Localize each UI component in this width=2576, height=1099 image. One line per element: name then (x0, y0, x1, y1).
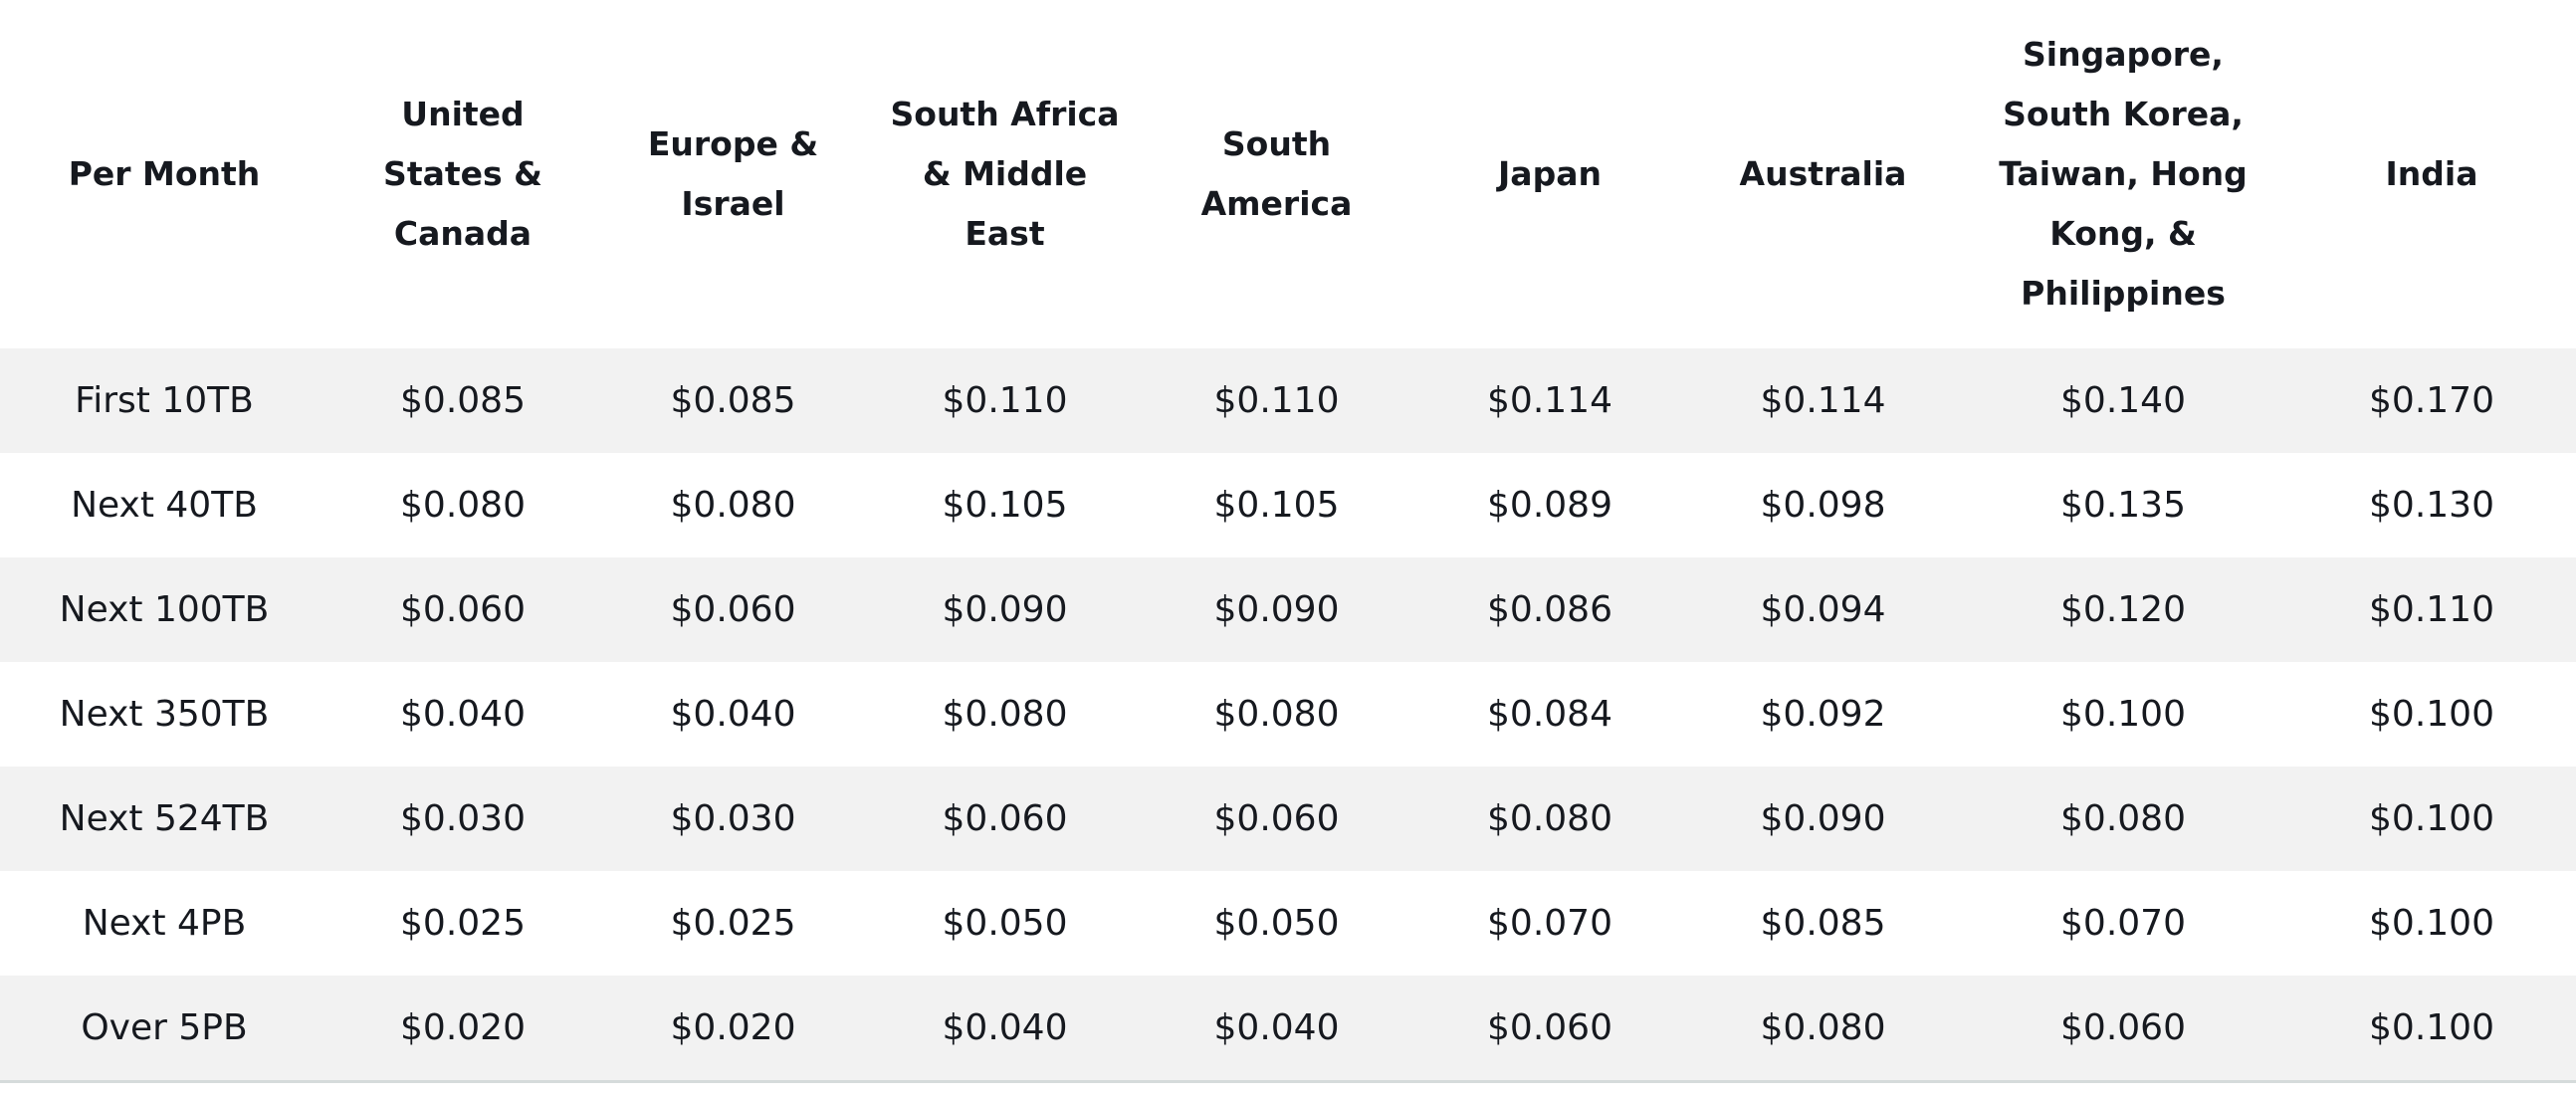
table-row: Next 40TB $0.080 $0.080 $0.105 $0.105 $0… (0, 453, 2576, 557)
price-cell: $0.090 (1687, 767, 1959, 871)
price-cell: $0.110 (1141, 348, 1412, 453)
price-cell: $0.114 (1687, 348, 1959, 453)
header-label: Per Month (68, 154, 261, 193)
price-cell: $0.170 (2287, 348, 2576, 453)
price-cell: $0.140 (1959, 348, 2287, 453)
table-row: First 10TB $0.085 $0.085 $0.110 $0.110 $… (0, 348, 2576, 453)
header-label: Europe & Israel (647, 124, 819, 223)
price-cell: $0.100 (2287, 662, 2576, 767)
tier-cell: Next 350TB (0, 662, 328, 767)
header-cell-europe-israel: Europe & Israel (597, 0, 869, 348)
header-cell-australia: Australia (1687, 0, 1959, 348)
header-label: South Africa & Middle East (890, 95, 1120, 253)
price-cell: $0.120 (1959, 557, 2287, 662)
table-row: Next 524TB $0.030 $0.030 $0.060 $0.060 $… (0, 767, 2576, 871)
tier-cell: Next 100TB (0, 557, 328, 662)
price-cell: $0.030 (328, 767, 597, 871)
price-cell: $0.114 (1412, 348, 1687, 453)
price-cell: $0.085 (1687, 871, 1959, 976)
price-cell: $0.100 (2287, 767, 2576, 871)
tier-cell: Over 5PB (0, 976, 328, 1083)
price-cell: $0.060 (328, 557, 597, 662)
price-cell: $0.135 (1959, 453, 2287, 557)
price-cell: $0.080 (597, 453, 869, 557)
price-cell: $0.100 (2287, 976, 2576, 1083)
header-cell-us-canada: United States & Canada (328, 0, 597, 348)
price-cell: $0.090 (869, 557, 1141, 662)
header-label: United States & Canada (383, 95, 542, 253)
table-row: Over 5PB $0.020 $0.020 $0.040 $0.040 $0.… (0, 976, 2576, 1083)
price-cell: $0.092 (1687, 662, 1959, 767)
price-cell: $0.089 (1412, 453, 1687, 557)
tier-cell: Next 524TB (0, 767, 328, 871)
price-cell: $0.098 (1687, 453, 1959, 557)
price-cell: $0.100 (2287, 871, 2576, 976)
price-cell: $0.060 (1959, 976, 2287, 1083)
header-label: Japan (1498, 154, 1602, 193)
price-cell: $0.080 (328, 453, 597, 557)
price-cell: $0.080 (1959, 767, 2287, 871)
table-row: Next 100TB $0.060 $0.060 $0.090 $0.090 $… (0, 557, 2576, 662)
price-cell: $0.060 (597, 557, 869, 662)
tier-cell: First 10TB (0, 348, 328, 453)
header-cell-india: India (2287, 0, 2576, 348)
price-cell: $0.080 (1687, 976, 1959, 1083)
tier-cell: Next 40TB (0, 453, 328, 557)
header-cell-south-africa-middle-east: South Africa & Middle East (869, 0, 1141, 348)
price-cell: $0.050 (869, 871, 1141, 976)
price-cell: $0.040 (328, 662, 597, 767)
price-cell: $0.025 (328, 871, 597, 976)
header-label: Australia (1739, 154, 1907, 193)
price-cell: $0.080 (869, 662, 1141, 767)
price-cell: $0.060 (1412, 976, 1687, 1083)
price-cell: $0.020 (597, 976, 869, 1083)
price-cell: $0.070 (1412, 871, 1687, 976)
price-cell: $0.040 (597, 662, 869, 767)
price-cell: $0.030 (597, 767, 869, 871)
price-cell: $0.050 (1141, 871, 1412, 976)
price-cell: $0.040 (1141, 976, 1412, 1083)
price-cell: $0.060 (1141, 767, 1412, 871)
price-cell: $0.090 (1141, 557, 1412, 662)
price-cell: $0.080 (1141, 662, 1412, 767)
header-row: Per Month United States & Canada Europe … (0, 0, 2576, 348)
price-cell: $0.040 (869, 976, 1141, 1083)
tier-cell: Next 4PB (0, 871, 328, 976)
price-cell: $0.020 (328, 976, 597, 1083)
header-cell-south-america: South America (1141, 0, 1412, 348)
price-cell: $0.060 (869, 767, 1141, 871)
price-cell: $0.105 (1141, 453, 1412, 557)
price-cell: $0.086 (1412, 557, 1687, 662)
price-cell: $0.070 (1959, 871, 2287, 976)
price-cell: $0.084 (1412, 662, 1687, 767)
price-cell: $0.080 (1412, 767, 1687, 871)
header-label: India (2385, 154, 2478, 193)
price-cell: $0.110 (2287, 557, 2576, 662)
price-cell: $0.110 (869, 348, 1141, 453)
header-cell-per-month: Per Month (0, 0, 328, 348)
price-cell: $0.100 (1959, 662, 2287, 767)
table-row: Next 4PB $0.025 $0.025 $0.050 $0.050 $0.… (0, 871, 2576, 976)
price-cell: $0.105 (869, 453, 1141, 557)
price-cell: $0.085 (597, 348, 869, 453)
price-cell: $0.025 (597, 871, 869, 976)
table-row: Next 350TB $0.040 $0.040 $0.080 $0.080 $… (0, 662, 2576, 767)
price-cell: $0.130 (2287, 453, 2576, 557)
header-cell-asia-pacific: Singapore, South Korea, Taiwan, Hong Kon… (1959, 0, 2287, 348)
header-label: Singapore, South Korea, Taiwan, Hong Kon… (1999, 35, 2248, 313)
price-cell: $0.094 (1687, 557, 1959, 662)
header-cell-japan: Japan (1412, 0, 1687, 348)
price-cell: $0.085 (328, 348, 597, 453)
header-label: South America (1200, 124, 1353, 223)
